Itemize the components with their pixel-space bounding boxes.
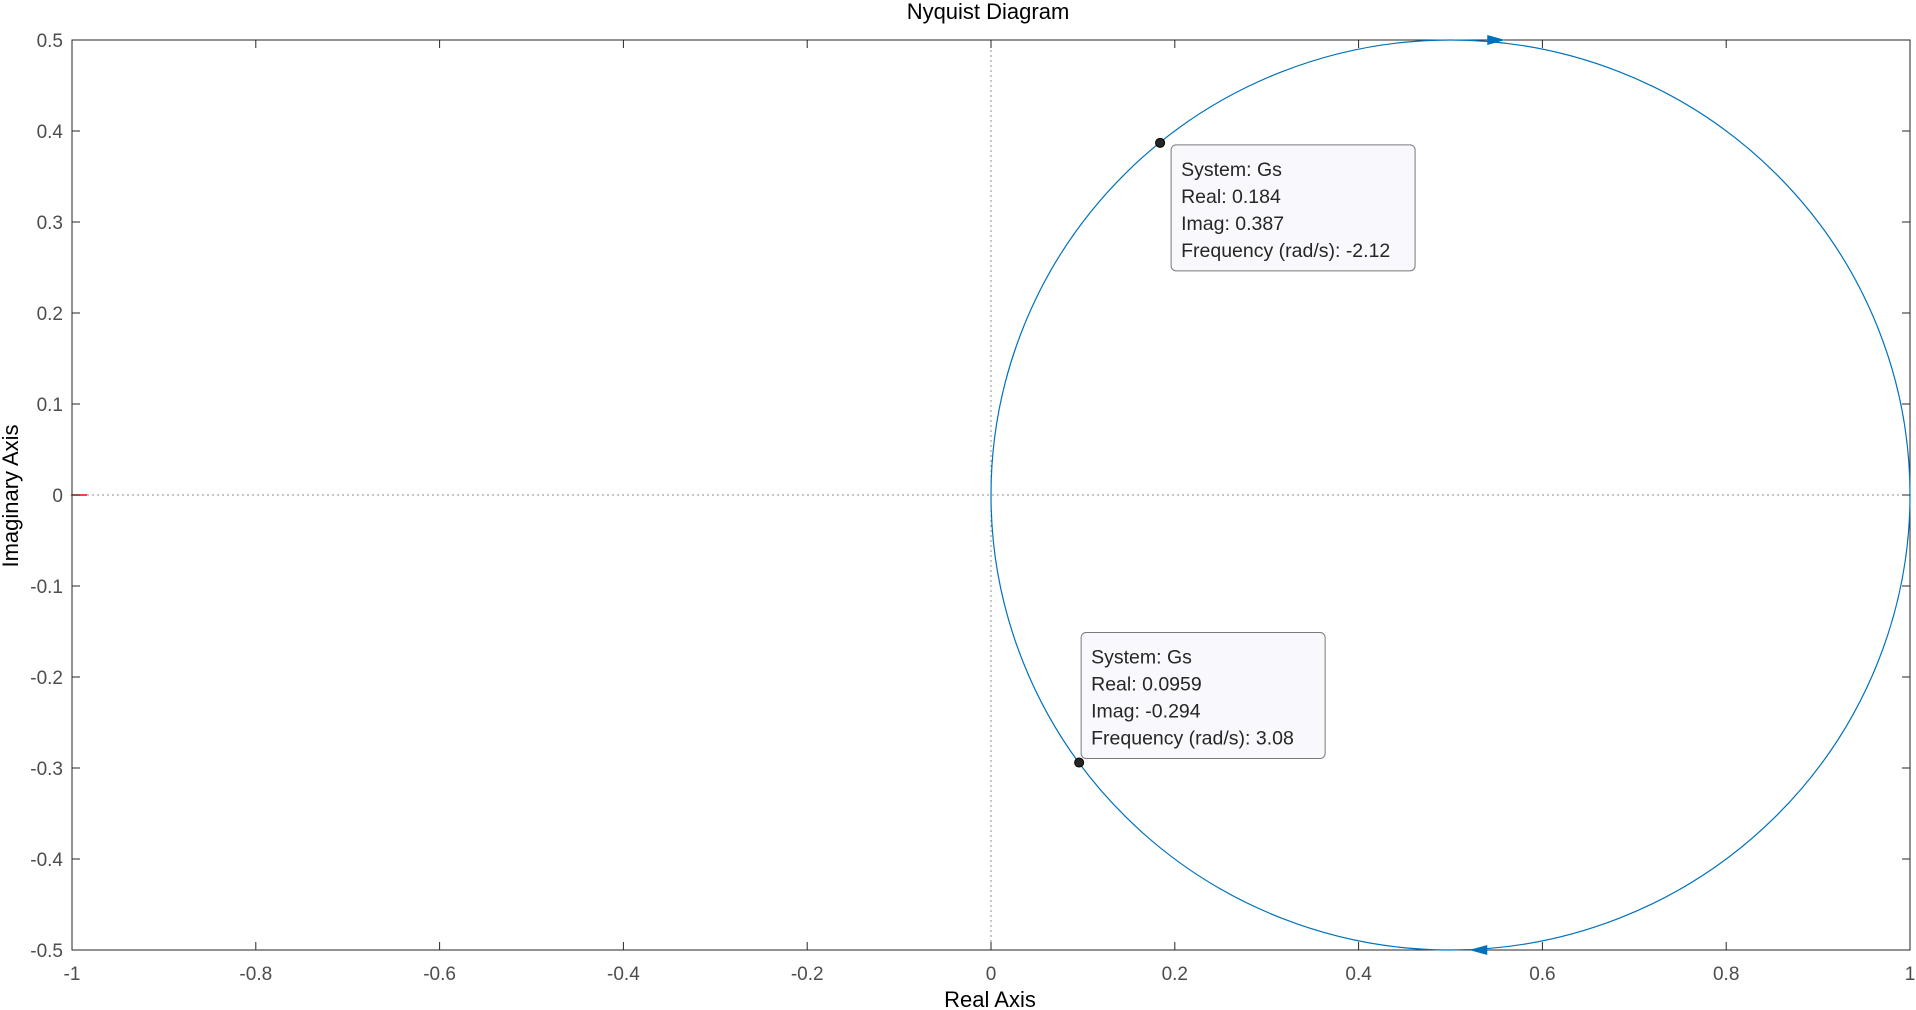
y-tick-label: -0.4: [30, 850, 63, 871]
datatip-box: [1170, 144, 1416, 272]
direction-arrow-top: [1487, 35, 1506, 45]
x-tick-label: 0.4: [1345, 964, 1372, 985]
x-tick-label: 0.6: [1529, 964, 1555, 985]
datatip[interactable]: System: Gs Real: 0.184 Imag: 0.387 Frequenc…: [1155, 137, 1416, 272]
y-tick-label: 0.1: [37, 395, 63, 416]
x-tick-label: 0.2: [1162, 964, 1188, 985]
chart-title: Nyquist Diagram: [907, 0, 1070, 24]
x-tick-label: 0.8: [1713, 964, 1739, 985]
datatip-line: Frequency (rad/s): -2.12: [1181, 240, 1390, 262]
datatip-line: Frequency (rad/s): 3.08: [1091, 728, 1294, 750]
x-tick-label: 1: [1905, 964, 1916, 985]
x-tick-label: 0: [986, 964, 997, 985]
datatip-marker[interactable]: [1155, 137, 1166, 148]
y-axis-label: Imaginary Axis: [0, 424, 23, 567]
y-tick-label: 0.3: [37, 213, 63, 234]
datatip-line: System: Gs: [1181, 159, 1282, 181]
datatip-line: Imag: -0.294: [1091, 701, 1201, 723]
datatip[interactable]: System: Gs Real: 0.0959 Imag: -0.294 Freque…: [1074, 632, 1326, 768]
x-tick-label: -0.2: [791, 964, 824, 985]
datatips-layer: System: Gs Real: 0.184 Imag: 0.387 Frequenc…: [1074, 137, 1416, 768]
y-tick-label: 0.4: [37, 122, 64, 143]
ticks-layer: [71, 39, 1911, 951]
datatip-line: Real: 0.184: [1181, 186, 1281, 208]
y-tick-label: -0.5: [30, 941, 63, 962]
y-tick-label: -0.3: [30, 759, 63, 780]
datatip-line: Imag: 0.387: [1181, 213, 1284, 235]
y-tick-label: 0.5: [37, 31, 63, 52]
direction-arrow-bottom: [1469, 945, 1488, 955]
y-tick-label: 0: [52, 486, 63, 507]
x-tick-label: -0.8: [239, 964, 272, 985]
y-tick-label: -0.1: [30, 577, 63, 598]
x-tick-label: -0.4: [607, 964, 640, 985]
x-axis-label: Real Axis: [944, 987, 1036, 1010]
y-tick-label: -0.2: [30, 668, 63, 689]
datatip-line: System: Gs: [1091, 647, 1192, 669]
x-tick-label: -0.6: [423, 964, 456, 985]
y-tick-label: 0.2: [37, 304, 63, 325]
datatip-box: [1080, 632, 1326, 760]
datatip-marker[interactable]: [1074, 757, 1085, 768]
datatip-line: Real: 0.0959: [1091, 674, 1202, 696]
x-tick-label: -1: [64, 964, 81, 985]
tick-labels: -1 -0.8 -0.6 -0.4 -0.2 0 0.2 0.4 0.6 0.8 1 0.5 0.4 0.…: [30, 31, 1915, 985]
